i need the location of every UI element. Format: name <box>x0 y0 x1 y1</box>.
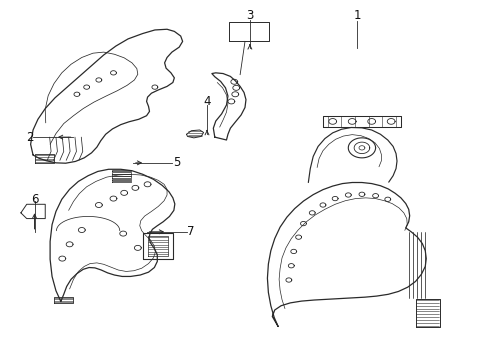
Text: 6: 6 <box>31 193 38 206</box>
Text: 3: 3 <box>246 9 253 22</box>
Text: 2: 2 <box>26 131 33 144</box>
Text: 4: 4 <box>203 95 211 108</box>
Text: 7: 7 <box>187 225 194 238</box>
Text: 5: 5 <box>173 156 180 169</box>
Text: 1: 1 <box>353 9 361 22</box>
